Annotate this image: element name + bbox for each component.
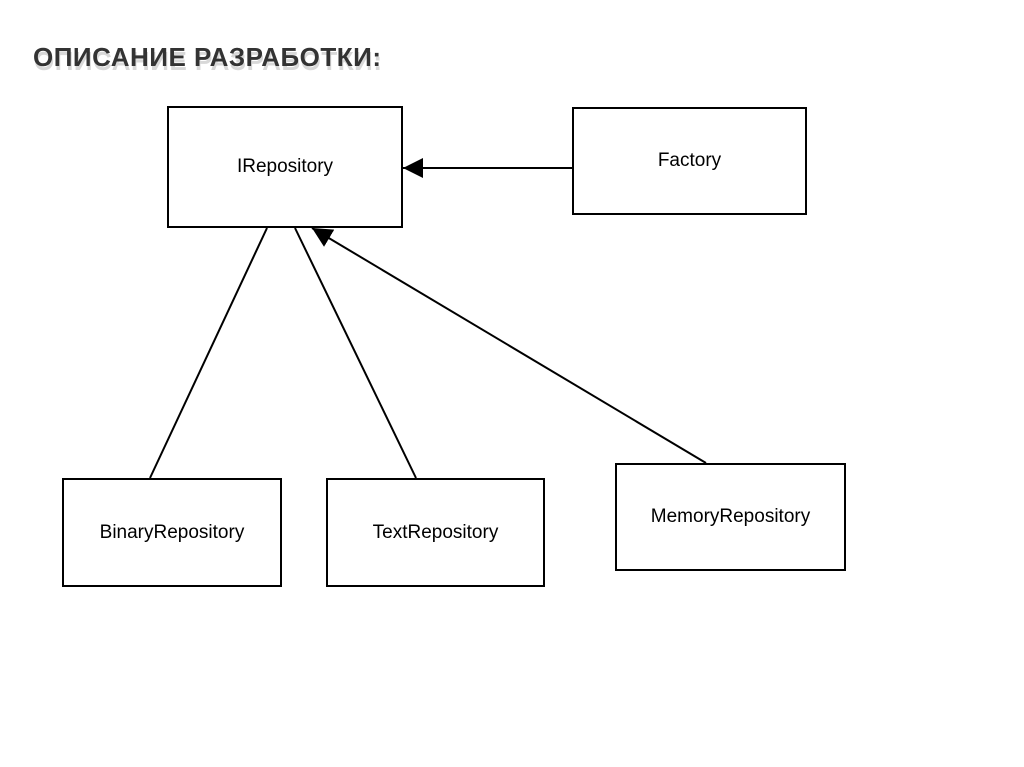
node-irepository: IRepository	[167, 106, 403, 228]
class-diagram: IRepository Factory BinaryRepository TextRe…	[0, 0, 1024, 767]
node-factory: Factory	[572, 107, 807, 215]
edge-binary-to-irepository	[150, 228, 267, 478]
node-text: TextRepository	[326, 478, 545, 587]
edge-text-to-irepository	[295, 228, 416, 478]
node-label: BinaryRepository	[100, 522, 245, 544]
node-memory: MemoryRepository	[615, 463, 846, 571]
node-label: TextRepository	[373, 522, 499, 544]
node-binary: BinaryRepository	[62, 478, 282, 587]
node-label: MemoryRepository	[651, 506, 810, 528]
node-label: IRepository	[237, 156, 333, 178]
node-label: Factory	[658, 150, 721, 172]
edge-memory-to-irepository	[312, 228, 706, 463]
diagram-edges	[0, 0, 1024, 767]
